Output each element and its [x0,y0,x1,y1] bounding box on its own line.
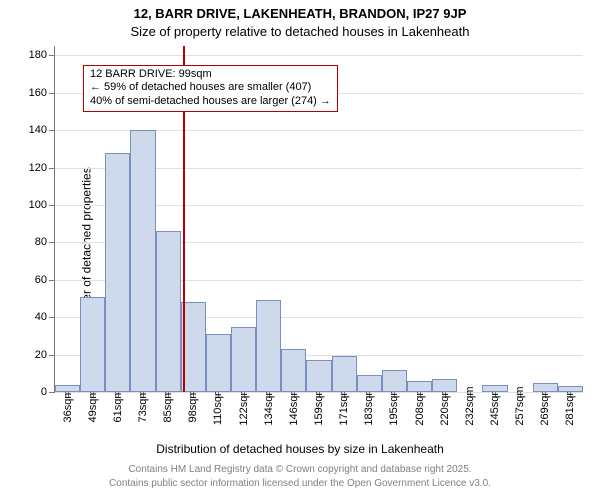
x-tick-label: 208sqm [414,386,426,425]
x-tick-label: 257sqm [514,386,526,425]
y-tick-label: 40 [35,311,47,323]
x-tick-label: 122sqm [238,386,250,425]
y-tick-label: 160 [29,87,47,99]
y-tick [49,168,55,169]
x-tick-label: 232sqm [464,386,476,425]
histogram-bar [332,356,357,392]
y-tick [49,355,55,356]
y-tick-label: 80 [35,236,47,248]
y-tick-label: 100 [29,199,47,211]
y-tick [49,55,55,56]
y-tick-label: 0 [41,386,47,398]
footer-line-1: Contains HM Land Registry data © Crown c… [0,464,600,475]
x-tick-label: 61sqm [112,389,124,422]
histogram-bar [407,381,432,392]
x-tick-label: 110sqm [212,387,224,425]
histogram-bar [156,231,181,392]
annotation-box: 12 BARR DRIVE: 99sqm← 59% of detached ho… [83,65,338,112]
histogram-bar [432,379,457,392]
x-tick-label: 195sqm [388,386,400,425]
histogram-bar [482,385,507,392]
y-tick [49,93,55,94]
y-tick-label: 180 [29,49,47,61]
x-tick-label: 134sqm [263,386,275,425]
chart-title-main: 12, BARR DRIVE, LAKENHEATH, BRANDON, IP2… [0,6,600,21]
histogram-bar [206,334,231,392]
histogram-bar [105,153,130,392]
x-tick-label: 73sqm [137,389,149,422]
gridline [55,55,583,56]
histogram-bar [281,349,306,392]
y-tick-label: 140 [29,124,47,136]
histogram-bar [306,360,331,392]
x-tick-label: 281sqm [564,386,576,425]
y-tick [49,130,55,131]
x-tick-label: 183sqm [363,386,375,425]
y-tick [49,280,55,281]
y-tick-label: 20 [35,349,47,361]
histogram-bar [357,375,382,392]
x-tick-label: 159sqm [313,386,325,425]
x-tick-label: 245sqm [489,386,501,425]
histogram-bar [382,370,407,392]
histogram-bar [130,130,155,392]
y-tick [49,317,55,318]
chart-container: { "chart": { "type": "histogram", "width… [0,0,600,500]
x-tick-label: 85sqm [162,389,174,422]
footer-line-2: Contains public sector information licen… [0,478,600,489]
annotation-line: ← 59% of detached houses are smaller (40… [90,81,331,95]
x-tick-label: 36sqm [62,389,74,422]
histogram-bar [231,327,256,392]
y-tick [49,242,55,243]
histogram-bar [558,386,583,392]
y-tick-label: 60 [35,274,47,286]
x-tick-label: 171sqm [338,386,350,425]
annotation-line: 12 BARR DRIVE: 99sqm [90,68,331,82]
x-tick-label: 49sqm [87,389,99,422]
histogram-bar [55,385,80,392]
x-tick-label: 269sqm [539,386,551,425]
histogram-bar [533,383,558,392]
y-tick [49,205,55,206]
chart-title-sub: Size of property relative to detached ho… [0,24,600,39]
y-tick-label: 120 [29,162,47,174]
x-axis-label: Distribution of detached houses by size … [0,442,600,456]
x-tick-label: 220sqm [439,386,451,425]
histogram-bar [80,297,105,392]
annotation-line: 40% of semi-detached houses are larger (… [90,95,331,109]
histogram-bar [256,300,281,392]
x-tick-label: 146sqm [288,386,300,425]
y-tick [49,392,55,393]
plot-area: 02040608010012014016018036sqm49sqm61sqm7… [54,46,583,393]
x-tick-label: 98sqm [187,389,199,422]
